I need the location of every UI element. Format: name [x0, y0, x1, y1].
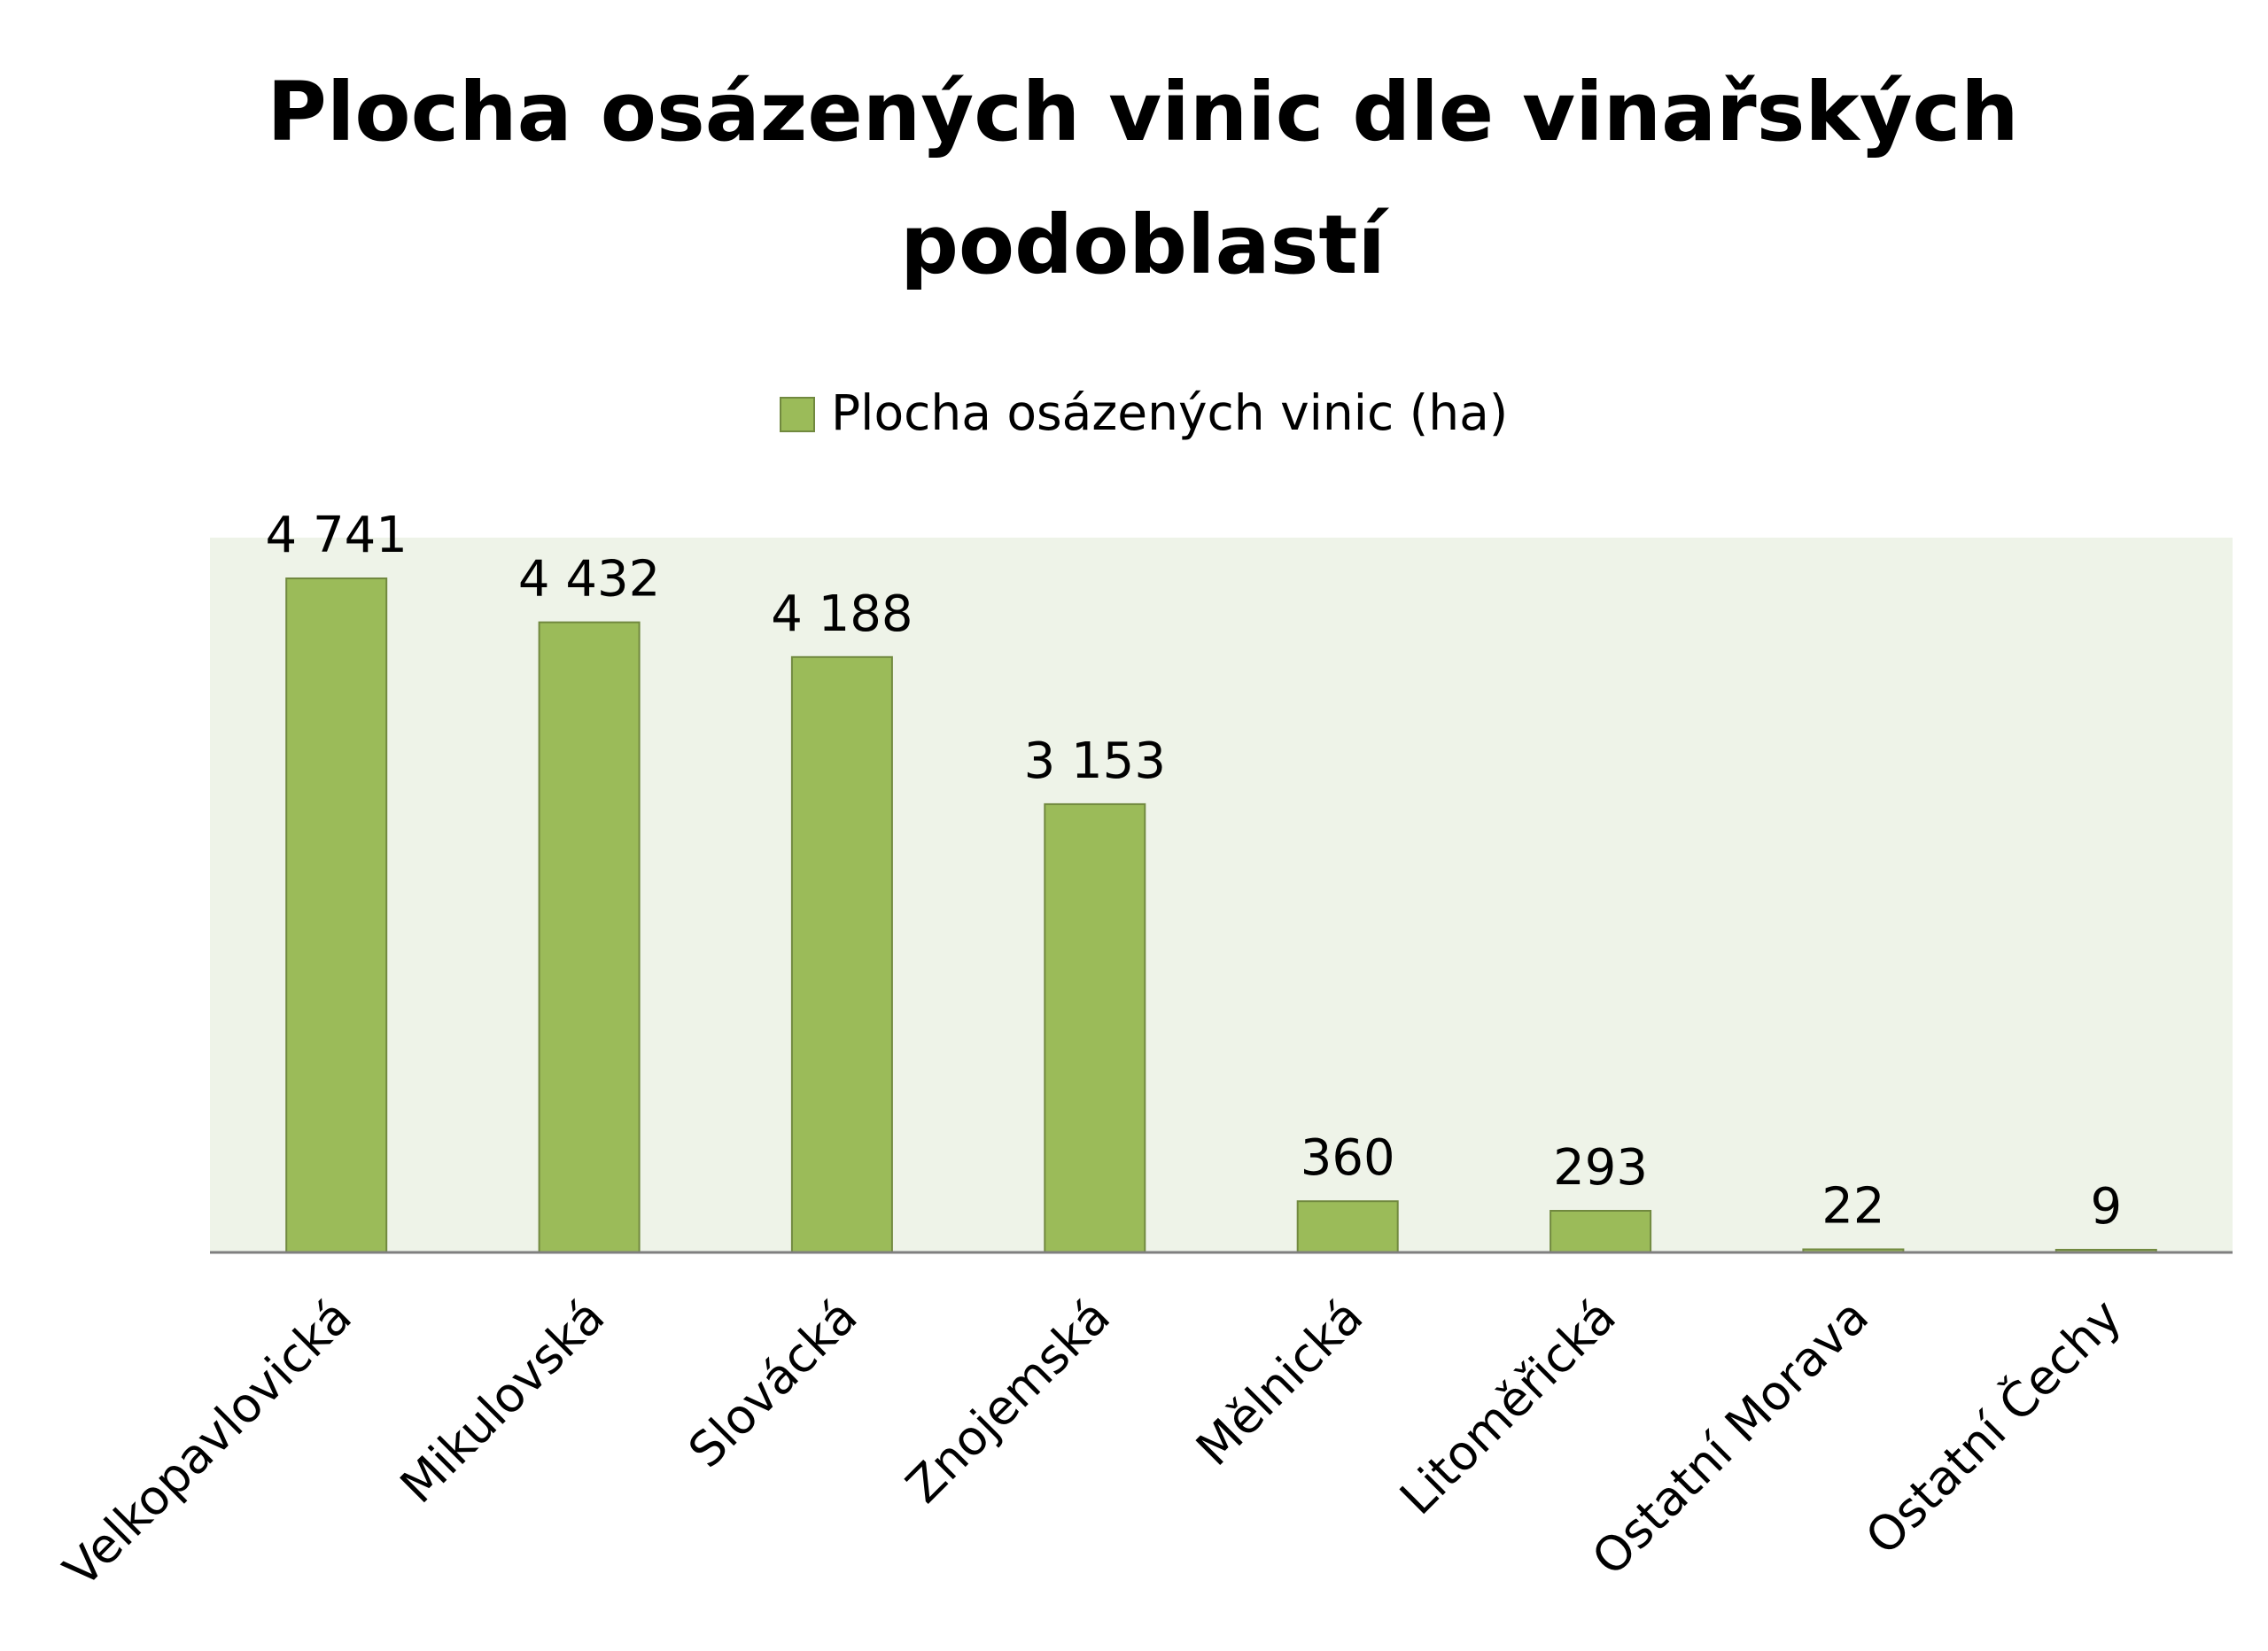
bar	[790, 655, 893, 1253]
value-labels-group: 4 741 4 432 4 188 3 153 360 293 22 9	[266, 507, 2123, 1236]
x-axis-tick-label: Velkopavlovická	[53, 1289, 362, 1598]
bar	[1550, 1210, 1652, 1253]
bars-group	[285, 577, 2157, 1254]
bar-value-label: 4 188	[771, 585, 913, 643]
x-axis-tick-label: Ostatní Čechy	[1855, 1289, 2132, 1566]
legend: Plocha osázených vinic (ha)	[780, 384, 1508, 441]
bar-value-label: 4 432	[518, 551, 660, 608]
x-axis-tick-label: Znojemská	[896, 1289, 1121, 1514]
bar	[1296, 1200, 1399, 1253]
legend-label: Plocha osázených vinic (ha)	[831, 384, 1508, 441]
bar	[538, 621, 641, 1253]
bar	[1044, 802, 1146, 1254]
chart-title-line2: podoblastí	[900, 198, 1389, 292]
bar-value-label: 22	[1821, 1178, 1884, 1236]
bar	[285, 577, 388, 1253]
bar-value-label: 4 741	[266, 507, 408, 564]
x-axis-tick-label: Slovácká	[678, 1289, 868, 1479]
x-axis-tick-label: Mikulovská	[390, 1289, 616, 1515]
bar-value-label: 360	[1301, 1129, 1395, 1187]
x-axis-tick-label: Ostatní Morava	[1581, 1289, 1879, 1586]
legend-swatch	[780, 397, 815, 432]
plot-area	[210, 538, 2233, 1252]
bar-value-label: 3 153	[1024, 732, 1166, 790]
x-axis-tick-label: Litoměřická	[1389, 1289, 1627, 1526]
chart-title-line1: Plocha osázených vinic dle vinařských	[267, 65, 2018, 159]
x-axis-tick-label: Mělnická	[1185, 1289, 1373, 1477]
x-axis-labels-group: Velkopavlovická Mikulovská Slovácká Znojems…	[53, 1289, 2132, 1598]
bar-value-label: 9	[2090, 1178, 2122, 1236]
bar-value-label: 293	[1553, 1139, 1648, 1197]
